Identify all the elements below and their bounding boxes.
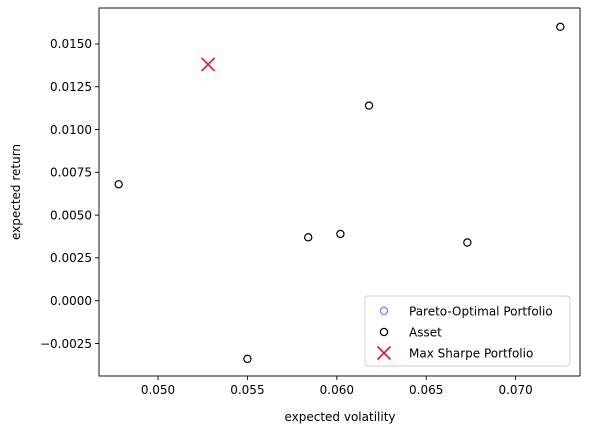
y-tick-label: 0.0025: [50, 251, 92, 265]
legend-label: Max Sharpe Portfolio: [409, 346, 533, 360]
y-tick-label: 0.0050: [50, 208, 92, 222]
max-sharpe-marker-stroke: [201, 57, 216, 72]
max-sharpe-marker: [201, 57, 216, 72]
axes-frame: [98, 7, 581, 377]
x-tick-label: 0.055: [230, 383, 264, 397]
x-tick-label: 0.070: [498, 383, 532, 397]
axes: 0.050 0.055 0.060 0.065 0.070 −0.0025 0.0000 0.…: [40, 7, 581, 397]
legend-label: Pareto-Optimal Portfolio: [409, 304, 553, 318]
y-tick-label: 0.0125: [50, 80, 92, 94]
legend: Pareto-Optimal Portfolio Asset Max Sharpe …: [364, 295, 571, 367]
legend-marker-max-sharpe: [376, 345, 392, 361]
x-tick-label: 0.060: [320, 383, 354, 397]
y-tick-label: 0.0000: [50, 294, 92, 308]
asset-point: [304, 233, 313, 242]
x-tick-label: 0.050: [141, 383, 175, 397]
y-tick-label: 0.0150: [50, 37, 92, 51]
y-tick-label: 0.0075: [50, 166, 92, 180]
legend-box: [364, 295, 571, 367]
legend-marker-pareto: [379, 306, 389, 316]
y-axis-label: expected return: [9, 144, 23, 240]
x-tick-label: 0.065: [409, 383, 443, 397]
y-tick-label: −0.0025: [40, 337, 92, 351]
asset-point: [114, 180, 123, 189]
asset-point: [556, 22, 565, 32]
legend-label: Asset: [409, 325, 442, 339]
legend-marker-max-sharpe-stroke: [376, 345, 392, 361]
asset-point: [336, 229, 345, 239]
asset-point: [243, 354, 252, 364]
x-axis-label: expected volatility: [284, 410, 395, 424]
asset-point: [463, 238, 472, 247]
y-tick-label: 0.0100: [50, 123, 92, 137]
asset-point: [364, 101, 374, 110]
plot-area: [114, 22, 565, 364]
legend-marker-asset: [379, 327, 389, 337]
